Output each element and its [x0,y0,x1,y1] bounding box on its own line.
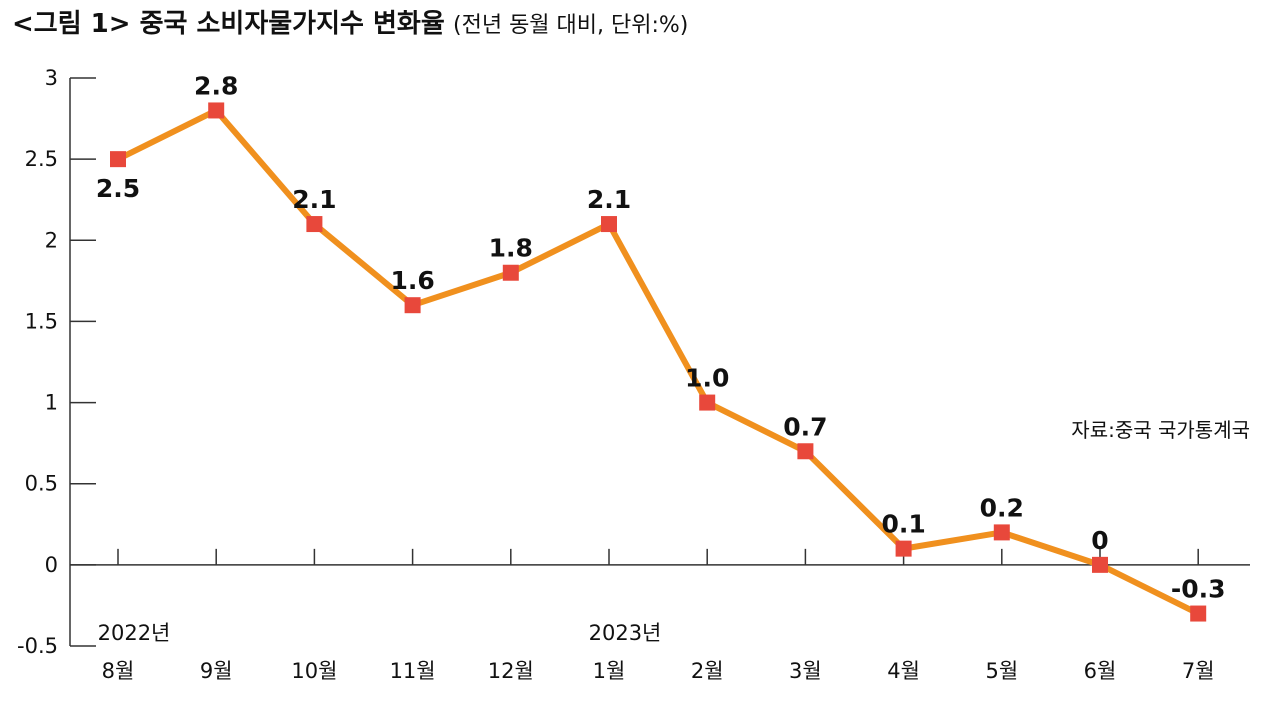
chart-title-main: <그림 1> 중국 소비자물가지수 변화율 [12,9,445,39]
data-point-marker [601,216,617,233]
data-label: 2.1 [587,185,631,214]
data-point-marker [502,264,519,281]
x-tick-label: 5월 [985,659,1018,683]
data-label: 2.5 [96,174,140,203]
data-point-marker [1092,556,1108,573]
data-point-marker [699,394,716,411]
cpi-series [110,102,1207,622]
x-tick-label: 3월 [789,659,822,683]
x-tick-label: 9월 [200,659,233,683]
y-tick-label: 0.5 [25,472,58,496]
data-point-marker [797,443,814,460]
data-point-marker [306,216,323,233]
x-tick-label: 6월 [1084,659,1117,683]
x-tick-label: 4월 [887,659,920,683]
data-labels: 2.5 2.8 2.1 1.6 1.8 2.1 1.0 0.7 0.1 0.2 0 -0.3 [96,71,1226,603]
data-point-marker [993,524,1010,541]
data-label: 1.8 [489,234,533,263]
year-label: 2023년 [589,621,662,645]
y-tick-label: -0.5 [17,634,58,658]
y-tick-label: 0 [45,553,58,577]
chart-title: <그림 1> 중국 소비자물가지수 변화율 (전년 동월 대비, 단위:%) [12,4,688,44]
data-label: 0.2 [980,493,1024,522]
data-label: 2.1 [292,185,336,214]
x-tick-label: 10월 [291,659,337,683]
x-tick-label: 1월 [593,659,626,683]
y-tick-label: 1 [45,391,58,415]
x-tick-label: 2월 [691,659,724,683]
x-tick-label: 11월 [390,659,436,683]
y-tick-label: 1.5 [25,309,58,333]
data-point-marker [404,297,421,314]
data-label: 0.7 [783,412,827,441]
data-label: 1.6 [390,266,434,295]
x-tick-label: 8월 [102,659,135,683]
year-label: 2022년 [98,621,171,645]
data-point-marker [110,151,126,168]
series-line [115,107,1202,617]
data-label: 2.8 [194,71,238,100]
x-tick-label: 7월 [1182,659,1215,683]
data-point-marker [1190,605,1207,622]
data-label: 0.1 [881,510,925,539]
data-point-marker [895,540,912,557]
y-tick-label: 3 [45,66,58,90]
x-axis: 8월 9월 10월 11월 12월 1월 2월 3월 4월 5월 6월 7월 2022년 2023년 [70,548,1250,683]
x-tick-label: 12월 [488,659,534,683]
y-tick-label: 2 [45,228,58,252]
chart-title-unit: (전년 동월 대비, 단위:%) [453,13,689,38]
y-axis: 3 2.5 2 1.5 1 0.5 0 -0.5 [17,66,96,658]
data-label: 0 [1091,526,1108,555]
data-label: 1.0 [685,364,729,393]
source-note: 자료:중국 국가통계국 [1071,418,1250,442]
data-point-marker [208,102,225,119]
y-tick-label: 2.5 [25,147,58,171]
data-label: -0.3 [1171,575,1226,604]
